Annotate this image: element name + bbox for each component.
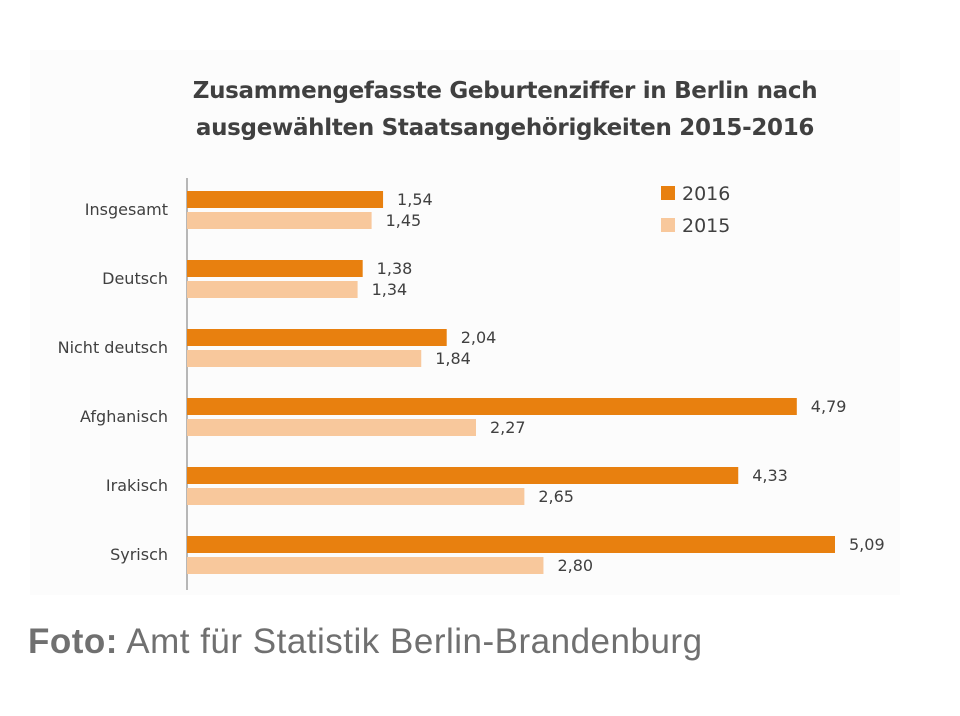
bar-2015 [187, 281, 358, 298]
data-label-2015: 2,27 [490, 418, 526, 437]
bar-2015 [187, 350, 422, 367]
data-label-2016: 1,38 [377, 259, 413, 278]
data-label-2016: 5,09 [849, 535, 885, 554]
bar-2016 [187, 398, 797, 415]
photo-credit: Foto: Amt für Statistik Berlin-Brandenbu… [28, 622, 703, 662]
legend-swatch-2016 [661, 186, 675, 200]
bar-2016 [187, 260, 363, 277]
data-label-2015: 1,84 [435, 349, 471, 368]
category-label: Deutsch [102, 269, 168, 288]
bar-2016 [187, 329, 447, 346]
data-label-2016: 4,33 [752, 466, 788, 485]
legend-label: 2015 [682, 215, 730, 237]
chart-title-line-2: ausgewählten Staatsangehörigkeiten 2015-… [195, 115, 815, 141]
legend-swatch-2015 [661, 218, 675, 232]
data-label-2016: 1,54 [397, 190, 433, 209]
category-label: Syrisch [110, 545, 168, 564]
bar-2016 [187, 536, 835, 553]
bar-2015 [187, 488, 525, 505]
bar-2015 [187, 419, 476, 436]
bar-2015 [187, 212, 372, 229]
category-label: Nicht deutsch [58, 338, 168, 357]
caption-prefix: Foto: [28, 622, 118, 661]
data-label-2015: 2,65 [538, 487, 574, 506]
category-label: Afghanisch [80, 407, 168, 426]
category-label: Irakisch [106, 476, 168, 495]
data-label-2016: 2,04 [461, 328, 497, 347]
bar-2015 [187, 557, 544, 574]
data-label-2015: 2,80 [557, 556, 593, 575]
bar-2016 [187, 191, 384, 208]
bar-2016 [187, 467, 739, 484]
legend-label: 2016 [682, 183, 730, 205]
data-label-2016: 4,79 [811, 397, 847, 416]
data-label-2015: 1,45 [386, 211, 422, 230]
caption-text: Amt für Statistik Berlin-Brandenburg [117, 622, 703, 661]
category-label: Insgesamt [85, 200, 168, 219]
chart-title-line-1: Zusammengefasste Geburtenziffer in Berli… [192, 78, 818, 104]
data-label-2015: 1,34 [372, 280, 408, 299]
